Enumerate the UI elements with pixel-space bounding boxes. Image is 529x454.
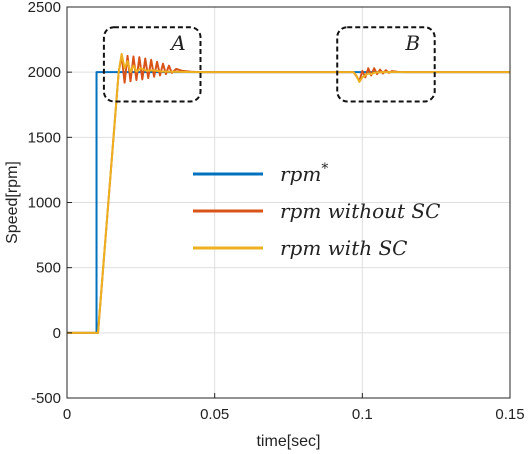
annotation-box-b: B [336,26,436,103]
annotation-rect [336,26,436,103]
series-group [67,52,510,334]
y-tick-label: 1500 [28,129,61,146]
x-tick-label: 0.1 [352,406,373,423]
y-axis-ticks: -500 0 500 1000 1500 2000 2500 [28,0,72,407]
annotation-label: A [169,31,185,55]
y-axis-label: Speed[rpm] [4,161,21,244]
x-tick-label: 0.05 [200,406,229,423]
x-axis-label: time[sec] [256,433,320,450]
legend: rpm* rpm without SC rpm with SC [193,161,440,260]
y-tick-label: 2000 [28,64,61,81]
legend-label: rpm with SC [280,236,407,260]
x-tick-label: 0 [63,406,71,423]
annotation-label: B [404,31,420,55]
y-tick-label: -500 [31,390,61,407]
y-tick-label: 500 [36,260,61,277]
x-tick-label: 0.15 [495,406,524,423]
legend-item: rpm* [193,161,328,186]
annotation-box-a: A [102,26,202,103]
y-tick-label: 1000 [28,195,61,212]
legend-item: rpm with SC [193,236,407,260]
series-line-rpm-with-sc [67,52,510,334]
y-tick-label: 0 [53,325,61,342]
y-tick-label: 2500 [28,0,61,16]
legend-label: rpm* [280,161,328,186]
legend-item: rpm without SC [193,199,440,223]
x-axis-ticks: 0 0.05 0.1 0.15 [63,393,525,423]
legend-label: rpm without SC [280,199,440,223]
annotation-rect [102,26,202,103]
